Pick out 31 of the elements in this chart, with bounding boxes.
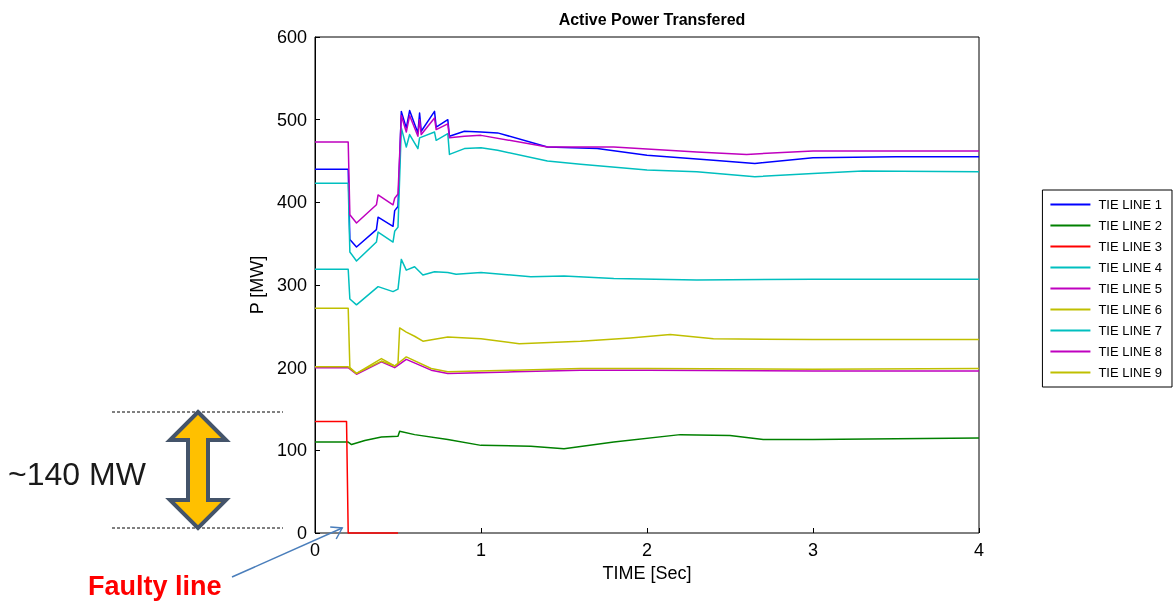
y-tick-label: 100	[276, 440, 307, 461]
x-tick-label: 3	[807, 540, 819, 560]
line-series	[314, 127, 980, 262]
text: ~140 MW	[8, 456, 147, 492]
legend-label: TIE LINE 3	[1098, 239, 1162, 254]
line-series	[314, 114, 980, 224]
line-series	[314, 307, 980, 375]
y-tick-label: 500	[276, 109, 307, 130]
y-tick-label: 200	[276, 357, 307, 378]
x-tick-label: 4	[973, 540, 985, 560]
line-series	[314, 258, 980, 306]
x-tick-label: 2	[641, 540, 653, 560]
legend-label: TIE LINE 1	[1098, 197, 1162, 212]
legend-label: TIE LINE 6	[1098, 302, 1162, 317]
legend-label: TIE LINE 5	[1098, 281, 1162, 296]
x-axis-title: TIME [Sec]	[602, 562, 692, 583]
y-tick-label: 400	[276, 192, 307, 213]
y-tick-label: 600	[276, 27, 307, 47]
annotation: Faulty line	[88, 570, 222, 601]
x-tick-label: 0	[309, 540, 321, 560]
legend-label: TIE LINE 2	[1098, 218, 1162, 233]
legend-label: TIE LINE 7	[1098, 323, 1162, 338]
y-tick-label: 300	[276, 275, 307, 295]
legend-label: TIE LINE 8	[1098, 344, 1162, 359]
x-tick-label: 1	[475, 540, 487, 560]
y-axis-title: P [MW]	[247, 255, 268, 315]
chart-title: Active Power Transfered	[558, 10, 746, 28]
y-tick-label: 0	[296, 523, 307, 543]
legend-label: TIE LINE 9	[1098, 365, 1162, 380]
line-series	[314, 430, 980, 450]
legend-label: TIE LINE 4	[1098, 260, 1162, 275]
